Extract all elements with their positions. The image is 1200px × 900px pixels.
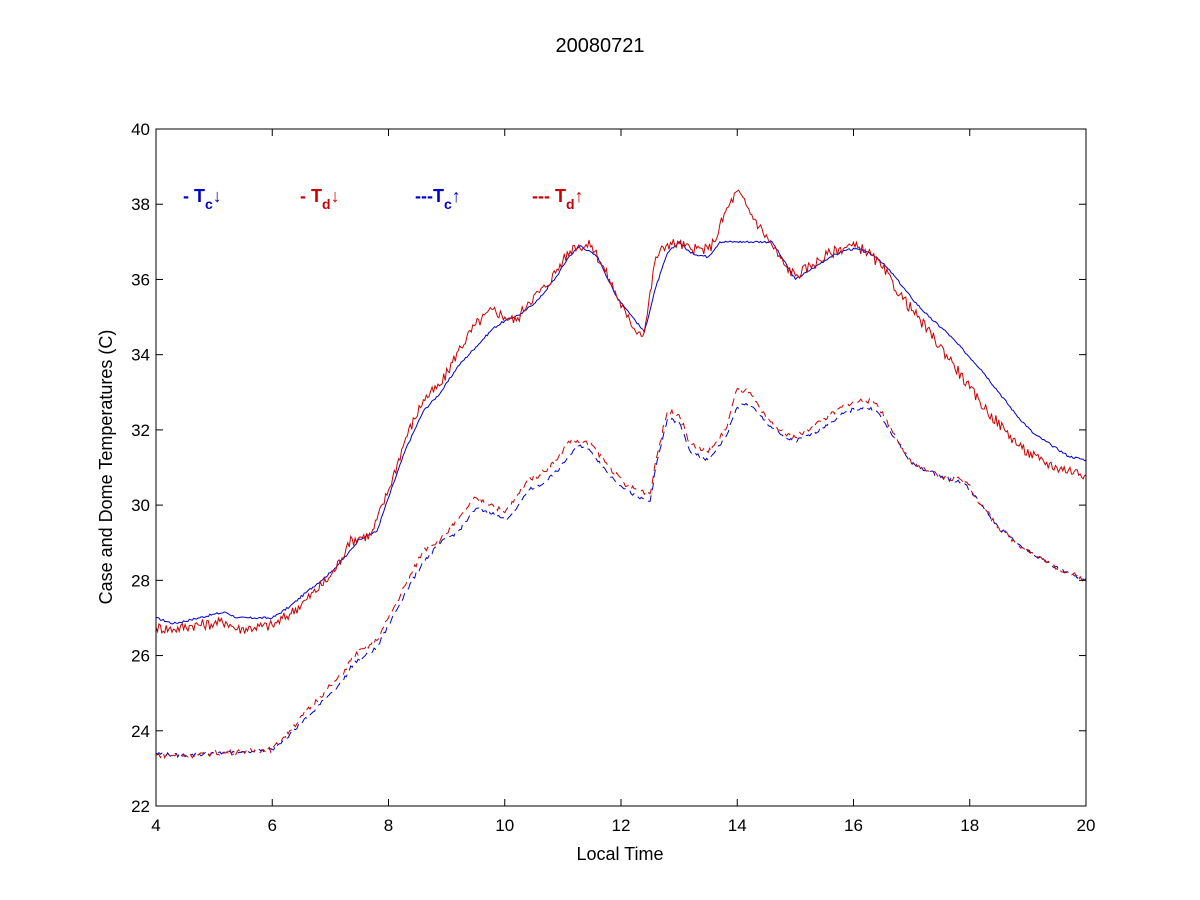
series-line-1 (155, 240, 1087, 625)
x-axis-title: Local Time (576, 844, 663, 864)
legend-arrow: ↓ (331, 186, 340, 206)
legend-arrow: ↓ (213, 186, 222, 206)
x-tick-label: 20 (1077, 816, 1096, 835)
x-tick-label: 8 (384, 816, 393, 835)
legend-label: - T (183, 186, 205, 206)
legend-label: ---T (415, 186, 444, 206)
y-tick-label: 26 (131, 647, 150, 666)
x-tick-label: 14 (728, 816, 747, 835)
y-tick-label: 24 (131, 722, 150, 741)
y-tick-label: 30 (131, 496, 150, 515)
y-tick-label: 40 (131, 120, 150, 139)
y-tick-label: 28 (131, 571, 150, 590)
legend-subscript: c (205, 196, 213, 212)
y-tick-label: 22 (131, 797, 150, 816)
y-tick-label: 34 (131, 346, 150, 365)
x-tick-label: 6 (268, 816, 277, 835)
x-tick-label: 10 (495, 816, 514, 835)
y-tick-label: 32 (131, 421, 150, 440)
x-tick-label: 12 (612, 816, 631, 835)
axes-frame (155, 128, 1087, 807)
legend-item: ---Tc↑ (415, 186, 461, 212)
x-tick-label: 18 (960, 816, 979, 835)
legend-item: - Tc↓ (183, 186, 222, 212)
legend-item: --- Td↑ (532, 186, 584, 212)
legend-item: - Td↓ (300, 186, 340, 212)
y-axis-title: Case and Dome Temperatures (C) (96, 330, 116, 605)
legend-subscript: d (322, 196, 331, 212)
legend-label: --- T (532, 186, 566, 206)
series-line-3 (155, 402, 1087, 759)
y-tick-label: 38 (131, 195, 150, 214)
y-tick-label: 36 (131, 270, 150, 289)
legend-arrow: ↑ (575, 186, 584, 206)
x-tick-label: 16 (844, 816, 863, 835)
legend: - Tc↓ - Td↓ ---Tc↑ --- Td↑ (183, 186, 584, 212)
legend-subscript: c (444, 196, 452, 212)
legend-subscript: d (566, 196, 575, 212)
series-line-2 (155, 189, 1087, 635)
legend-arrow: ↑ (452, 186, 461, 206)
chart-title: 20080721 (556, 35, 645, 57)
series-line-4 (155, 386, 1087, 760)
ticks-layer: 4 6 8 10 12 14 16 18 20 22 24 26 28 30 32 34 36 38 40 (131, 120, 1095, 835)
series-layer (155, 189, 1087, 760)
x-tick-label: 4 (151, 816, 160, 835)
legend-label: - T (300, 186, 322, 206)
